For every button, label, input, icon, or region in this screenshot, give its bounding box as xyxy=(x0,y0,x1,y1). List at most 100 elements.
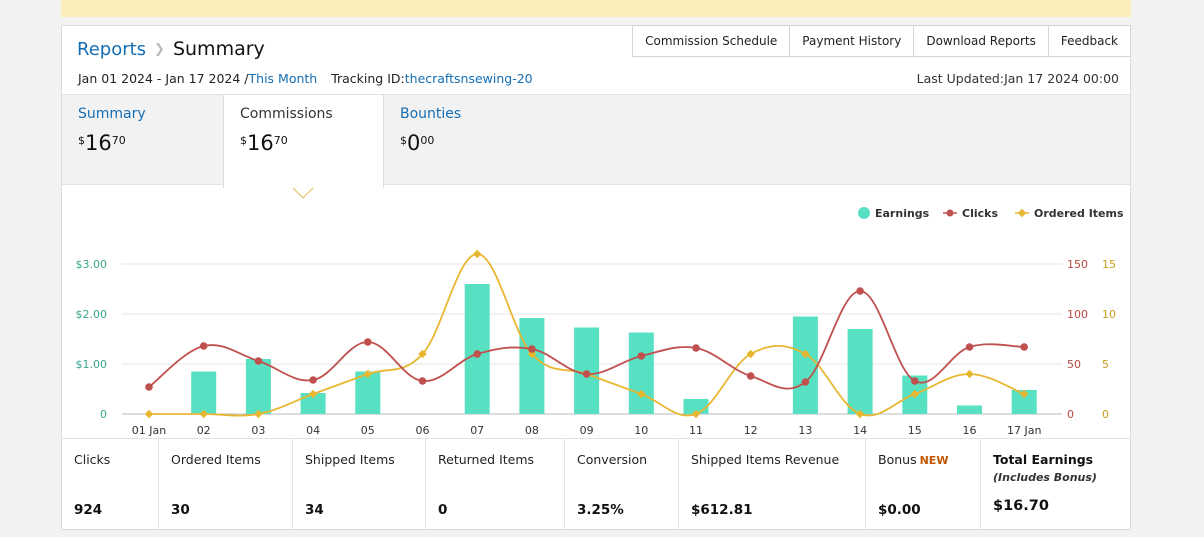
clicks-point xyxy=(856,287,864,295)
x-tick-label: 04 xyxy=(306,424,320,437)
stat-label: Returned Items xyxy=(438,452,535,467)
earnings-bar xyxy=(355,371,381,414)
earnings-bar xyxy=(464,284,490,414)
x-tick-label: 13 xyxy=(798,424,812,437)
x-tick-label: 14 xyxy=(853,424,867,437)
tab-commissions[interactable]: Commissions $16 70 xyxy=(223,95,384,188)
stat-ordered-items: Ordered Items 30 xyxy=(159,439,293,530)
amount-cents: 70 xyxy=(273,134,288,147)
ordered-items-point xyxy=(746,349,755,359)
amount-cents: 00 xyxy=(420,134,435,147)
breadcrumb: Reports ❯ Summary xyxy=(77,38,265,60)
clicks-point xyxy=(528,345,536,353)
stat-returned-items: Returned Items 0 xyxy=(426,439,565,530)
x-tick-label: 11 xyxy=(689,424,703,437)
last-updated: Last Updated:Jan 17 2024 00:00 xyxy=(916,71,1119,86)
ordered-items-point xyxy=(1019,389,1029,399)
ordered-items-point xyxy=(801,349,810,359)
new-badge: NEW xyxy=(919,454,949,467)
page-title: Summary xyxy=(172,38,265,60)
ordered-items-point xyxy=(144,409,154,419)
stat-total-earnings: Total Earnings (Includes Bonus) $16.70 xyxy=(981,439,1130,530)
legend-clicks-label: Clicks xyxy=(962,207,998,220)
y-tick-label-left: 0 xyxy=(100,408,107,421)
summary-tabs: Summary $16 70 Commissions $16 70 Bounties… xyxy=(62,94,1130,188)
y-tick-label-ordered: 15 xyxy=(1102,258,1116,271)
earnings-chart: $3.00 150 15$2.00 100 10$1.00 50 50 0 001 Jan 02 0… xyxy=(76,207,1124,437)
ordered-items-point xyxy=(308,389,318,399)
tab-commissions-amount: $16 70 xyxy=(240,131,367,155)
y-tick-label-left: $2.00 xyxy=(76,308,108,321)
stats-row: Clicks 924 Ordered Items 30 Shipped Item… xyxy=(62,438,1130,530)
x-tick-label: 16 xyxy=(963,424,977,437)
clicks-point xyxy=(145,383,153,391)
stat-value: 924 xyxy=(74,502,103,518)
y-tick-label-ordered: 5 xyxy=(1102,358,1109,371)
notice-banner xyxy=(61,0,1131,17)
earnings-bar xyxy=(957,405,982,414)
chevron-right-icon: ❯ xyxy=(154,41,165,57)
breadcrumb-reports-link[interactable]: Reports xyxy=(77,38,147,60)
stat-label: Conversion xyxy=(577,452,648,467)
clicks-point xyxy=(801,378,810,386)
x-tick-label: 08 xyxy=(525,424,539,437)
download-reports-button[interactable]: Download Reports xyxy=(913,25,1049,57)
ordered-items-point xyxy=(637,389,646,399)
stat-label: Shipped Items xyxy=(305,452,395,467)
x-tick-label: 05 xyxy=(361,424,375,437)
stat-value: $0.00 xyxy=(878,502,921,518)
legend-ordered-label: Ordered Items xyxy=(1034,207,1124,220)
ordered-items-point xyxy=(691,409,701,419)
clicks-point xyxy=(309,376,317,384)
ordered-items-point xyxy=(418,349,427,359)
legend-earnings-label: Earnings xyxy=(875,207,930,220)
tracking-id-link[interactable]: thecraftsnsewing-20 xyxy=(404,71,533,86)
period-link[interactable]: This Month xyxy=(248,71,318,86)
clicks-point xyxy=(254,357,263,365)
tab-summary[interactable]: Summary $16 70 xyxy=(62,95,223,186)
stat-value: $16.70 xyxy=(993,498,1049,514)
stat-value: 34 xyxy=(305,502,324,518)
stat-bonus: Bonus NEW $0.00 xyxy=(866,439,981,530)
x-tick-label: 01 Jan xyxy=(132,424,166,437)
tab-bounties[interactable]: Bounties $0 00 xyxy=(384,95,545,186)
tab-bounties-label: Bounties xyxy=(400,106,462,122)
stat-shipped-revenue: Shipped Items Revenue $612.81 xyxy=(679,439,866,530)
y-tick-label-clicks: 150 xyxy=(1067,258,1088,271)
tab-summary-amount: $16 70 xyxy=(78,131,207,155)
earnings-bar xyxy=(792,316,818,414)
earnings-bar xyxy=(300,393,326,414)
x-tick-label: 06 xyxy=(416,424,430,437)
y-tick-label-left: $3.00 xyxy=(76,258,108,271)
period-separator: / xyxy=(240,71,249,86)
clicks-point xyxy=(582,370,591,378)
clicks-point xyxy=(965,343,974,351)
clicks-point xyxy=(1020,343,1028,351)
ordered-items-point xyxy=(472,249,482,259)
ordered-items-point xyxy=(254,409,263,419)
x-tick-label: 10 xyxy=(634,424,648,437)
commission-schedule-button[interactable]: Commission Schedule xyxy=(632,25,791,57)
legend-earnings-marker xyxy=(858,207,870,219)
date-range: Jan 01 2024 - Jan 17 2024 xyxy=(78,71,241,86)
clicks-point xyxy=(637,352,646,360)
stat-label: Shipped Items Revenue xyxy=(691,452,840,467)
stat-label: Total Earnings xyxy=(993,452,1094,467)
ordered-items-point xyxy=(363,369,373,379)
stat-conversion: Conversion 3.25% xyxy=(565,439,679,530)
payment-history-button[interactable]: Payment History xyxy=(789,25,915,57)
clicks-point xyxy=(911,377,919,385)
y-tick-label-clicks: 100 xyxy=(1067,308,1088,321)
tracking-label: Tracking ID: xyxy=(331,71,405,86)
stat-shipped-items: Shipped Items 34 xyxy=(293,439,426,530)
legend-ordered-marker xyxy=(1017,208,1027,218)
stat-value: 30 xyxy=(171,502,190,518)
ordered-items-point xyxy=(199,409,208,419)
earnings-bar xyxy=(245,359,271,414)
feedback-button[interactable]: Feedback xyxy=(1047,25,1131,57)
stat-value: 0 xyxy=(438,502,448,518)
legend-clicks-marker xyxy=(946,209,954,217)
ordered-items-point xyxy=(965,369,974,379)
report-actions: Commission Schedule Payment History Down… xyxy=(632,25,1131,57)
x-tick-label: 07 xyxy=(470,424,484,437)
